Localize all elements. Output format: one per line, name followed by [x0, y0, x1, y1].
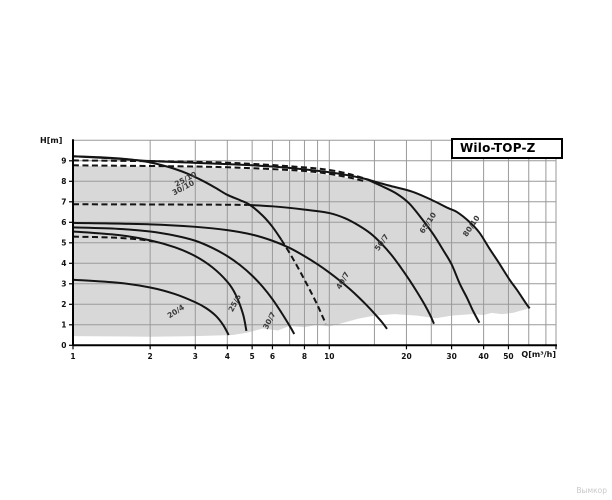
svg-text:30: 30: [446, 352, 456, 361]
svg-text:2: 2: [148, 352, 153, 361]
watermark-text: Вымкор: [576, 486, 607, 495]
curve-50-7: [247, 203, 435, 325]
curve-dashed-speed-line-low: [72, 235, 154, 243]
curve-30-7: [72, 226, 296, 335]
svg-text:5: 5: [61, 239, 66, 248]
y-axis-title: H[m]: [40, 136, 63, 145]
svg-text:8: 8: [302, 352, 307, 361]
curve-50-7-dashed-head: [72, 203, 248, 206]
chart-title: Wilo-TOP-Z: [460, 141, 536, 155]
svg-text:20: 20: [401, 352, 411, 361]
curve-dashed-speed-line-upper: [72, 159, 368, 181]
svg-text:4: 4: [61, 259, 66, 268]
chart-title-box: Wilo-TOP-Z: [451, 138, 563, 159]
x-axis-title: Q[m³/h]: [521, 350, 556, 359]
x-tick-labels: 1 2 3 4 5 6 8 10 20 30 40 50: [70, 352, 513, 361]
curve-80-10: [366, 178, 531, 309]
operating-region: [73, 165, 530, 337]
curve-65-10: [366, 178, 481, 324]
svg-text:4: 4: [225, 352, 230, 361]
svg-text:10: 10: [324, 352, 334, 361]
svg-text:6: 6: [61, 218, 66, 227]
svg-text:3: 3: [193, 352, 198, 361]
pump-curves: [72, 155, 531, 336]
curve-25-10-30-10-dashed-tail: [280, 239, 327, 325]
svg-text:1: 1: [70, 352, 75, 361]
svg-text:40: 40: [478, 352, 488, 361]
svg-text:6: 6: [270, 352, 275, 361]
curve-dashed-speed-line-lower: [72, 164, 366, 183]
tick-marks: [69, 160, 557, 350]
svg-text:8: 8: [61, 177, 66, 186]
curve-40-7: [72, 221, 388, 330]
svg-text:2: 2: [61, 300, 66, 309]
curve-20-4: [72, 278, 230, 336]
svg-text:50: 50: [503, 352, 513, 361]
svg-text:3: 3: [61, 280, 66, 289]
svg-text:1: 1: [61, 321, 66, 330]
svg-text:9: 9: [61, 157, 66, 166]
y-tick-labels: 0 1 2 3 4 5 6 7 8 9: [61, 157, 66, 351]
svg-text:7: 7: [61, 198, 66, 207]
svg-text:0: 0: [61, 341, 66, 350]
svg-text:5: 5: [250, 352, 255, 361]
curve-25-6: [72, 230, 248, 332]
